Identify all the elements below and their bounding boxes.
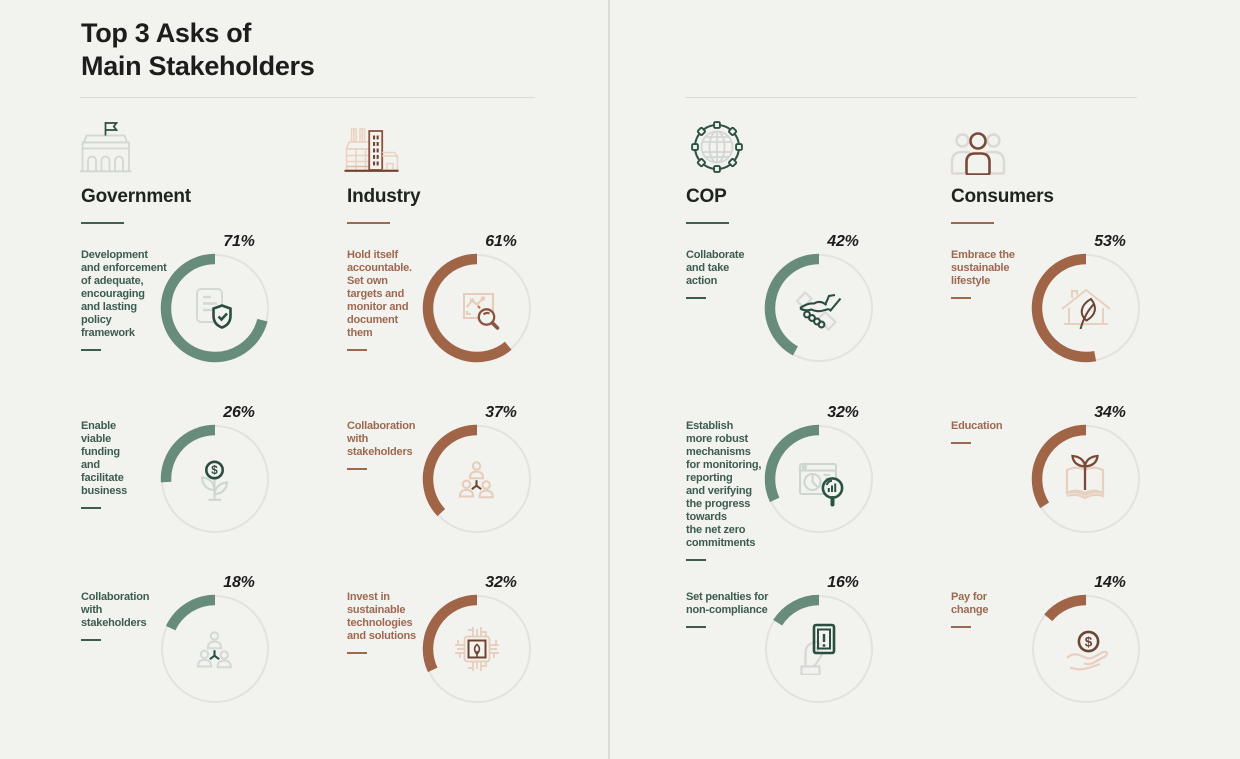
svg-text:$: $ (211, 465, 218, 477)
svg-text:$: $ (1085, 635, 1093, 650)
